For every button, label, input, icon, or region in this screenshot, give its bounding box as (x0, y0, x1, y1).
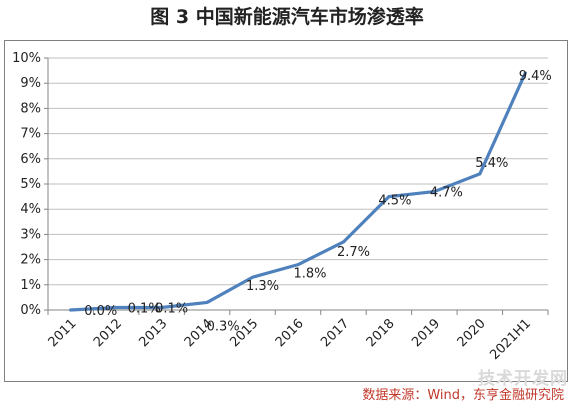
x-tick-label: 2013 (136, 316, 170, 350)
x-tick-label: 2020 (455, 316, 489, 350)
x-tick-label: 2011 (46, 316, 80, 350)
data-point (251, 275, 255, 279)
watermark-text: 技术开发网 (478, 369, 568, 389)
x-tick-label: 2018 (364, 316, 398, 350)
y-tick-label: 3% (20, 227, 41, 242)
data-label: 9.4% (519, 69, 552, 84)
data-point (205, 300, 209, 304)
data-label: 0.1% (155, 301, 188, 316)
data-label: 4.7% (430, 186, 463, 201)
data-point (478, 172, 482, 176)
data-point (341, 240, 345, 244)
data-point (114, 305, 118, 309)
data-label: 0.0% (84, 304, 117, 319)
x-tick-label: 2021H1 (487, 316, 534, 363)
x-tick-label: 2019 (409, 316, 443, 350)
chart-frame (4, 40, 568, 382)
x-tick-label: 2016 (273, 316, 307, 350)
data-label: 1.8% (293, 267, 326, 282)
y-tick-label: 9% (20, 76, 41, 91)
chart-title: 图 3 中国新能源汽车市场渗透率 (150, 6, 424, 28)
data-label: 2.7% (337, 245, 370, 260)
y-tick-label: 8% (20, 101, 41, 116)
data-label: 0.3% (207, 319, 240, 334)
data-label: 1.3% (246, 279, 279, 294)
y-tick-label: 4% (20, 202, 41, 217)
y-tick-label: 5% (20, 177, 41, 192)
x-tick-label: 2012 (91, 316, 125, 350)
data-point (160, 305, 164, 309)
y-tick-label: 1% (20, 278, 41, 293)
y-tick-label: 7% (20, 127, 41, 142)
data-point (296, 263, 300, 267)
data-label: 5.4% (475, 156, 508, 171)
y-tick-label: 2% (20, 253, 41, 268)
data-point (523, 71, 527, 75)
data-point (387, 195, 391, 199)
source-note: 数据来源：Wind，东亨金融研究院 (362, 388, 564, 403)
y-tick-label: 0% (20, 303, 41, 318)
data-point (69, 308, 73, 312)
y-tick-label: 6% (20, 152, 41, 167)
data-label: 0.1% (128, 301, 161, 316)
data-label: 4.5% (378, 194, 411, 209)
y-tick-label: 10% (12, 51, 41, 66)
data-point (432, 190, 436, 194)
x-tick-label: 2017 (318, 316, 352, 350)
